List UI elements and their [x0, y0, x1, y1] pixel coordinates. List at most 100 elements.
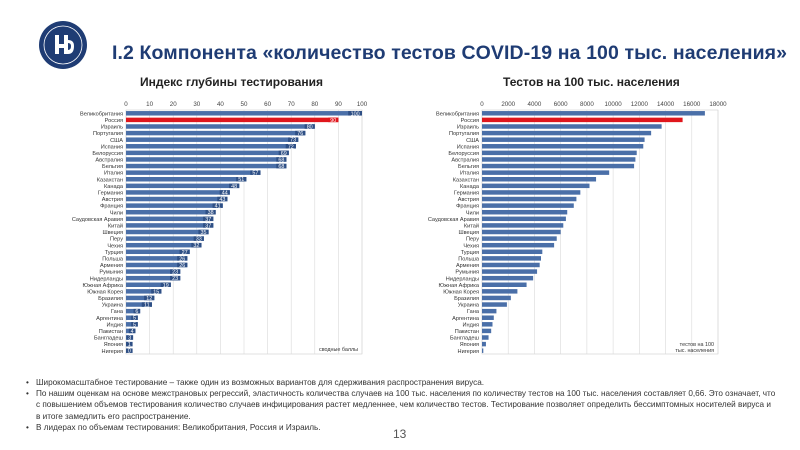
category-label: Франция: [100, 204, 123, 210]
bar: [482, 177, 597, 182]
bar: [126, 236, 204, 241]
data-label: 73: [290, 138, 296, 144]
category-label: Белоруссия: [448, 151, 479, 157]
category-label: Великобритания: [80, 111, 123, 117]
category-label: Белоруссия: [92, 151, 123, 157]
tick-label: 6000: [554, 101, 568, 108]
bar: [482, 236, 557, 241]
bar: [126, 229, 209, 235]
tick-label: 10000: [605, 101, 623, 108]
category-label: Чехия: [463, 243, 479, 249]
category-label: Индия: [106, 322, 123, 328]
bar: [482, 209, 568, 215]
category-label: Португалия: [93, 131, 123, 137]
bar: [482, 269, 538, 274]
data-label-box: [177, 262, 188, 268]
bar: [126, 130, 306, 136]
category-label: Нигерия: [458, 349, 479, 355]
data-label-box: [151, 289, 162, 294]
category-label: Южная Африка: [83, 283, 124, 289]
bar: [482, 170, 610, 175]
chart1-title: Индекс глубины тестирования: [140, 75, 323, 89]
data-label-box: [170, 275, 181, 281]
tick-label: 0: [480, 101, 484, 108]
data-label-box: [288, 137, 299, 142]
bar: [482, 124, 662, 129]
category-label: Казахстан: [97, 177, 123, 183]
category-label: Гана: [467, 309, 480, 315]
data-label: 76: [297, 131, 303, 137]
category-label: Польша: [458, 256, 480, 262]
bar: [126, 295, 155, 301]
category-label: Турция: [105, 250, 123, 256]
axis-label: тестов на 100 тыс. населения: [675, 342, 714, 354]
bar: [126, 203, 223, 208]
data-label-box: [276, 163, 287, 169]
bar: [126, 177, 247, 182]
category-label: Южная Корея: [443, 289, 479, 295]
data-label: 57: [252, 171, 258, 177]
category-label: Южная Корея: [87, 289, 123, 295]
data-label: 1: [128, 342, 131, 348]
bar: [126, 223, 214, 228]
bullet-list: Широкомасштабное тестирование – также од…: [26, 377, 776, 433]
data-label-box: [219, 190, 230, 195]
bar: [126, 190, 230, 195]
category-label: Германия: [98, 191, 123, 197]
bar: [126, 249, 190, 255]
bar: [482, 328, 492, 334]
data-label: 44: [222, 190, 228, 196]
tick-label: 14000: [657, 101, 675, 108]
bar: [482, 137, 645, 142]
tick-label: 40: [217, 101, 224, 108]
category-label: США: [110, 138, 123, 144]
chart2-title: Тестов на 100 тыс. населения: [503, 75, 680, 89]
data-label: 11: [144, 303, 150, 309]
data-label-box: [177, 256, 188, 261]
data-label: 33: [196, 237, 202, 243]
category-label: Китай: [464, 223, 479, 230]
category-label: Россия: [105, 118, 123, 124]
bar: [482, 249, 543, 255]
category-label: Бразилия: [98, 296, 123, 302]
category-label: Австрия: [102, 197, 123, 203]
category-label: Армения: [456, 263, 479, 269]
data-label: 5: [133, 322, 136, 328]
category-label: Россия: [461, 118, 479, 124]
data-label: 51: [238, 177, 244, 183]
bar: [126, 144, 296, 149]
data-label: 43: [219, 197, 225, 203]
category-label: Испания: [101, 144, 123, 150]
category-label: Канада: [104, 184, 124, 190]
tick-label: 12000: [631, 101, 649, 108]
page-number: 13: [393, 427, 407, 441]
bar: [126, 150, 289, 156]
category-label: Италия: [460, 171, 479, 177]
bar: [126, 282, 171, 287]
bar: [482, 130, 652, 136]
category-label: Румыния: [455, 270, 479, 276]
category-label: Австралия: [451, 158, 479, 164]
tick-label: 70: [288, 101, 295, 108]
category-label: Бельгия: [102, 164, 123, 170]
category-label: Польша: [102, 256, 124, 262]
data-label-box: [198, 229, 209, 235]
bar: [482, 322, 493, 327]
tick-label: 90: [335, 101, 342, 108]
category-label: Бангладеш: [94, 336, 124, 342]
data-label-box: [236, 177, 247, 182]
data-label: 6: [135, 309, 138, 315]
data-label-box: [191, 242, 202, 248]
category-label: Армения: [100, 263, 123, 269]
data-label-box: [348, 111, 362, 116]
bar: [126, 157, 287, 162]
page-title: I.2 Компонента «количество тестов COVID-…: [112, 42, 788, 64]
bar: [482, 216, 566, 222]
bar: [126, 275, 181, 281]
category-label: Южная Африка: [439, 283, 480, 289]
bar: [126, 170, 261, 175]
bar: [126, 196, 228, 202]
data-label: 37: [205, 217, 211, 223]
bar: [482, 348, 484, 353]
category-label: Швеция: [458, 230, 479, 236]
